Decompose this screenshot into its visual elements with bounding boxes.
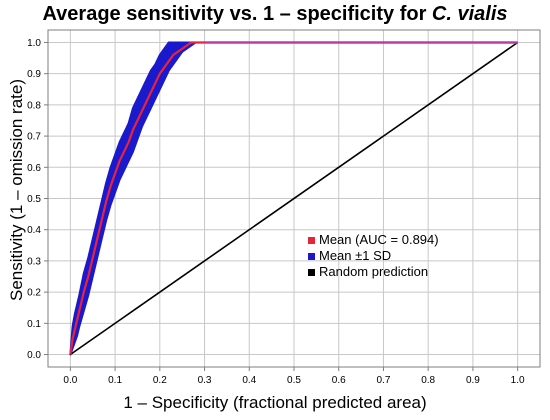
x-tick-label: 1.0 <box>511 375 525 386</box>
series-lines <box>69 41 519 356</box>
y-tick-label: 0.0 <box>27 350 41 361</box>
x-tick-label: 0.9 <box>466 375 480 386</box>
chart-title: Average sensitivity vs. 1 – specificity … <box>42 3 507 25</box>
legend-random-label: Random prediction <box>319 264 428 279</box>
legend-random-swatch <box>308 269 315 276</box>
y-tick-label: 0.1 <box>27 319 41 330</box>
x-tick-label: 0.7 <box>377 375 391 386</box>
y-tick-label: 0.9 <box>27 69 41 80</box>
legend-mean-label: Mean (AUC = 0.894) <box>319 232 439 247</box>
y-tick-label: 0.4 <box>27 225 41 236</box>
legend-sd-swatch <box>308 253 315 260</box>
tick-labels: 0.0 0.1 0.2 0.3 0.4 0.5 0.6 0.7 0.8 0.9 1.0 0.0 0.1 0… <box>27 38 525 386</box>
x-tick-label: 0.1 <box>108 375 122 386</box>
x-tick-label: 0.4 <box>242 375 256 386</box>
y-tick-label: 0.5 <box>27 194 41 205</box>
x-tick-label: 0.3 <box>198 375 212 386</box>
x-tick-label: 0.8 <box>421 375 435 386</box>
y-axis-label: Sensitivity (1 – omission rate) <box>7 79 26 301</box>
y-tick-label: 0.7 <box>27 132 41 143</box>
y-tick-label: 0.6 <box>27 163 41 174</box>
chart-title-prefix: Average sensitivity vs. 1 – specificity … <box>42 3 431 25</box>
legend-sd-label: Mean ±1 SD <box>319 248 391 263</box>
y-tick-label: 0.3 <box>27 256 41 267</box>
chart-title-species: C. vialis <box>432 3 508 25</box>
x-tick-label: 0.6 <box>332 375 346 386</box>
mean-line <box>69 41 518 355</box>
y-tick-label: 0.2 <box>27 288 41 299</box>
random-prediction-line <box>69 41 519 356</box>
x-tick-label: 0.0 <box>63 375 77 386</box>
legend-mean-swatch <box>308 237 315 244</box>
y-tick-label: 0.8 <box>27 100 41 111</box>
x-tick-label: 0.2 <box>153 375 167 386</box>
y-tick-label: 1.0 <box>27 38 41 49</box>
x-axis-label: 1 – Specificity (fractional predicted ar… <box>123 393 426 412</box>
x-tick-label: 0.5 <box>287 375 301 386</box>
